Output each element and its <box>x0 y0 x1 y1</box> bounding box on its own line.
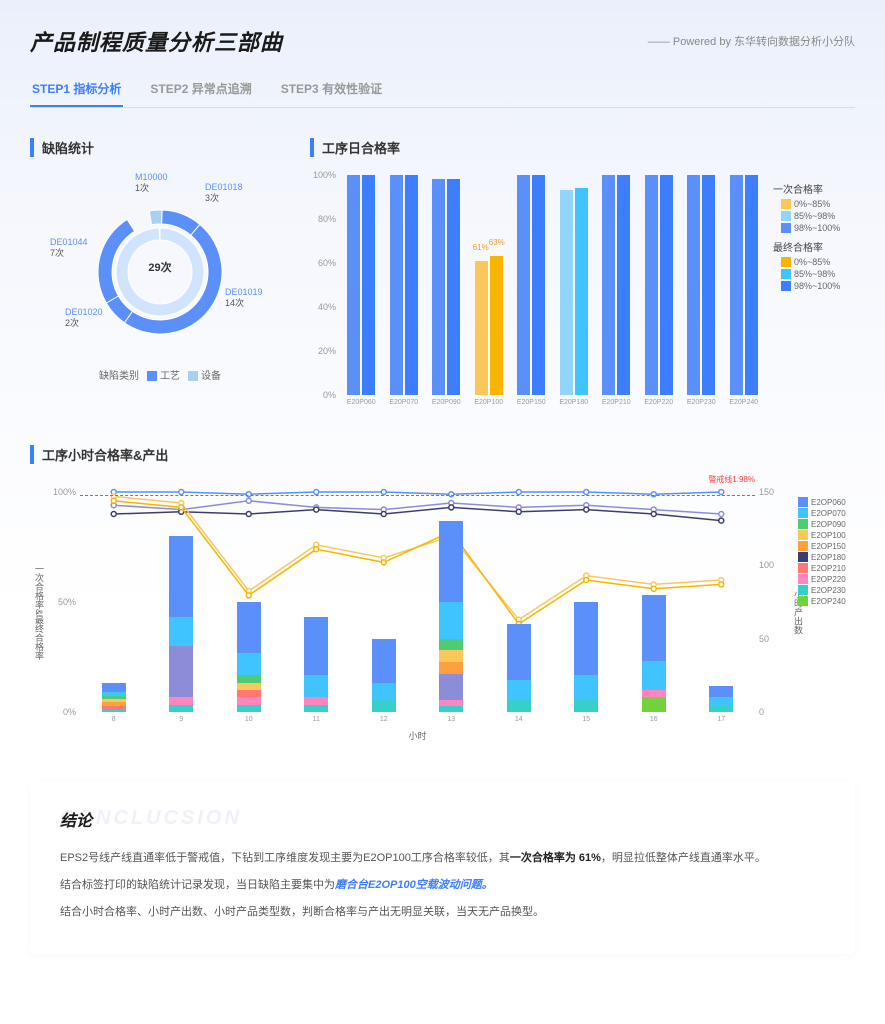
conclusion-p3: 结合小时合格率、小时产出数、小时产品类型数，判断合格率与产出无明显关联，当天无产… <box>60 902 825 923</box>
page-title: 产品制程质量分析三部曲 <box>30 25 283 57</box>
donut-segment-label: DE0101914次 <box>225 287 263 309</box>
daily-legend: 一次合格率0%~85%85%~98%98%~100%最终合格率0%~85%85%… <box>765 175 855 415</box>
yaxis-left-title: 一次合格率&最终合格率 <box>33 564 46 660</box>
donut-center: 29次 <box>148 259 171 275</box>
tab-step[interactable]: STEP2 异常点追溯 <box>148 72 253 107</box>
hourly-chart: 一次合格率&最终合格率 小时产出数 0%50%100% 050100150 警戒… <box>30 482 855 742</box>
defect-title: 缺陷统计 <box>30 138 290 157</box>
donut-chart: 29次 M100001次DE010183次DE0101914次DE010202次… <box>60 177 260 357</box>
conclusion-p2: 结合标签打印的缺陷统计记录发现，当日缺陷主要集中为磨合台E2OP100空载波动问… <box>60 875 825 896</box>
donut-segment-label: M100001次 <box>135 172 168 194</box>
conclusion-panel: CONCLUCSION 结论 EPS2号线产线直通率低于警戒值，下钻到工序维度发… <box>30 782 855 954</box>
hourly-title: 工序小时合格率&产出 <box>30 445 855 464</box>
tab-step[interactable]: STEP3 有效性验证 <box>279 72 384 107</box>
donut-segment-label: DE010202次 <box>65 307 103 329</box>
conclusion-title: 结论 <box>60 807 92 831</box>
tabs: STEP1 指标分析 STEP2 异常点追溯 STEP3 有效性验证 <box>30 72 855 108</box>
daily-chart: 0%20%40%60%80%100% 61%63% E20P060E20P070… <box>310 175 765 415</box>
conclusion-ghost: CONCLUCSION <box>60 807 825 830</box>
donut-segment-label: DE010447次 <box>50 237 88 259</box>
powered-by: —— Powered by 东华转向数据分析小分队 <box>648 33 855 49</box>
conclusion-p1: EPS2号线产线直通率低于警戒值，下钻到工序维度发现主要为E2OP100工序合格… <box>60 848 825 869</box>
defect-legend: 缺陷类别工艺设备 <box>30 367 290 382</box>
daily-title: 工序日合格率 <box>310 138 855 157</box>
tab-step[interactable]: STEP1 指标分析 <box>30 72 123 107</box>
donut-segment-label: DE010183次 <box>205 182 243 204</box>
xaxis-title: 小时 <box>408 729 426 742</box>
hourly-legend: E2OP060E2OP070E2OP090E2OP100E2OP150E2OP1… <box>790 497 855 607</box>
